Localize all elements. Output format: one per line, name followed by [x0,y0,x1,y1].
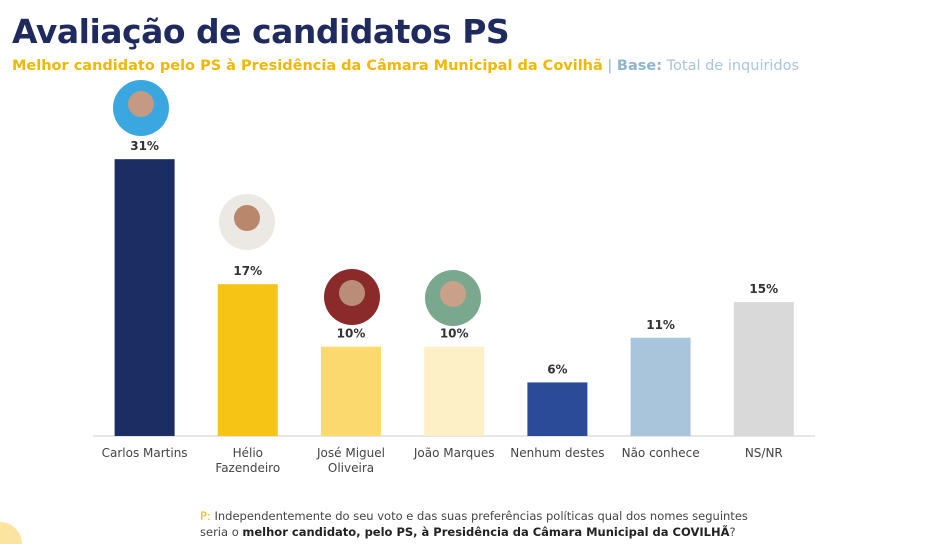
footnote-end: ? [729,525,736,539]
bar [321,346,381,436]
category-label: Hélio Fazendeiro [215,446,281,475]
bar [733,302,794,436]
bar [114,159,175,437]
footnote-bold: melhor candidato, pelo PS, à Presidência… [242,525,730,539]
footnote-prefix: P: [200,509,211,523]
category-label: José Miguel Oliveira [317,446,385,475]
value-label: 17% [233,264,262,278]
photo-face [339,280,365,306]
category-label: NS/NR [744,446,783,460]
base-label: Base: [616,58,663,74]
subtitle-line: Melhor candidato pelo PS à Presidência d… [12,58,799,74]
bar [217,284,278,436]
category-label: Não conhece [621,446,700,460]
bar [527,382,588,436]
footnote-text: Independentemente do seu voto e das suas… [200,509,748,539]
decoration [0,522,22,544]
category-label: Carlos Martins [101,446,188,460]
base-value: Total de inquiridos [666,58,800,74]
value-label: 11% [646,318,675,332]
value-label: 15% [749,282,778,296]
value-label: 10% [440,327,469,341]
value-label: 31% [130,139,159,153]
subtitle: Melhor candidato pelo PS à Presidência d… [12,58,603,74]
footnote: P: Independentemente do seu voto e das s… [200,508,760,540]
category-label: Nenhum destes [510,446,605,460]
title: Avaliação de candidatos PS [12,12,510,51]
bar [424,346,485,436]
photo-face [128,91,154,117]
photo-face [234,205,260,231]
photo-face [440,281,466,307]
separator: | [607,58,613,74]
value-label: 10% [337,327,366,341]
bar [630,337,691,436]
category-label: João Marques [413,446,495,460]
value-label: 6% [547,362,567,376]
